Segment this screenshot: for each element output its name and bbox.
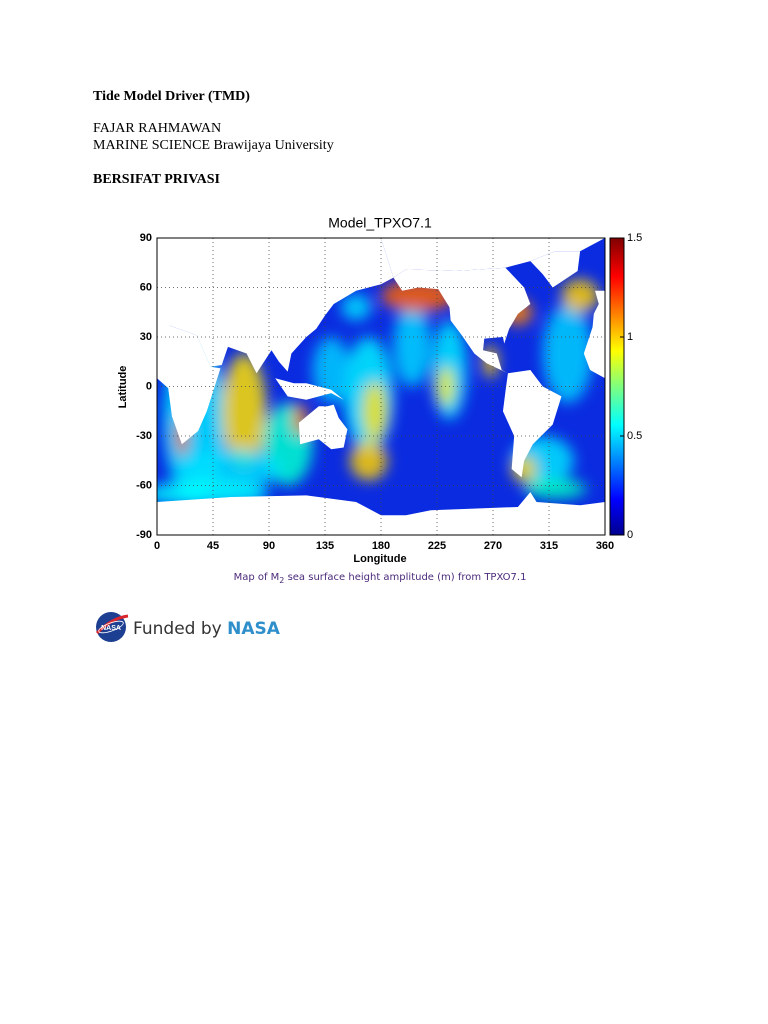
affiliation: MARINE SCIENCE Brawijaya University xyxy=(93,138,334,153)
x-tick-label: 45 xyxy=(207,540,219,552)
caption-subscript: 2 xyxy=(279,576,284,585)
landmass xyxy=(275,378,344,400)
landmass xyxy=(157,238,394,374)
colorbar xyxy=(609,237,625,536)
landmass xyxy=(530,251,581,288)
colorbar-tick-label: 1.5 xyxy=(627,232,642,244)
note: BERSIFAT PRIVASI xyxy=(93,172,220,187)
funded: Funded by xyxy=(133,619,222,639)
y-tick-label: 30 xyxy=(140,331,152,343)
amplitude-blob xyxy=(349,440,388,481)
x-tick-label: 270 xyxy=(484,540,502,552)
map xyxy=(157,238,605,535)
x-axis-label: Longitude xyxy=(353,553,406,565)
nasa-logo: NASA xyxy=(95,612,129,642)
axes-box xyxy=(156,237,606,536)
funded-text: Funded by NASA xyxy=(133,619,281,639)
x-tick-label: 135 xyxy=(316,540,334,552)
doc-title: Tide Model Driver (TMD) xyxy=(93,89,250,104)
y-tick-label: 60 xyxy=(140,281,152,293)
y-tick-label: 90 xyxy=(140,232,152,244)
x-tick-label: 225 xyxy=(428,540,446,552)
landmass xyxy=(393,267,531,374)
agency: NASA xyxy=(227,619,281,639)
amplitude-blob xyxy=(221,353,267,469)
caption-text: Map of M xyxy=(234,572,280,583)
landmass xyxy=(502,370,562,478)
amplitude-blob xyxy=(561,279,599,313)
landmass xyxy=(298,404,348,450)
colorbar-tick-label: 0 xyxy=(627,529,633,541)
x-tick-label: 90 xyxy=(263,540,275,552)
amplitude-blob xyxy=(181,449,282,489)
ticks: 0 45 90 135 180 225 270 315 360 -90 -60 -30 0 30 60 90 0… xyxy=(136,232,642,552)
author: FAJAR RAHMAWAN xyxy=(93,121,222,136)
y-axis-label: Latitude xyxy=(117,366,129,409)
landmass xyxy=(583,290,605,379)
amplitude-blob xyxy=(524,478,587,499)
landmass xyxy=(157,325,221,445)
grid xyxy=(157,238,605,535)
amplitude-blob xyxy=(362,381,388,441)
x-tick-label: 360 xyxy=(596,540,614,552)
y-tick-label: -60 xyxy=(136,479,152,491)
landmass xyxy=(381,238,605,278)
colorbar-tick-label: 1 xyxy=(627,331,633,343)
figure-title: Model_TPXO7.1 xyxy=(328,215,432,231)
colorbar-tick-label: 0.5 xyxy=(627,430,642,442)
amplitude-blob xyxy=(341,294,372,321)
caption: Map of M2 sea surface height amplitude (… xyxy=(234,572,527,585)
y-tick-label: -90 xyxy=(136,529,152,541)
x-tick-label: 180 xyxy=(372,540,390,552)
figure: Model_TPXO7.1 0 45 90 135 180 225 270 315 360 -90… xyxy=(95,215,642,642)
caption-text: sea surface height amplitude (m) from TP… xyxy=(284,572,526,583)
x-tick-label: 315 xyxy=(540,540,558,552)
logo-text: NASA xyxy=(101,625,121,632)
x-tick-label: 0 xyxy=(154,540,160,552)
y-tick-label: 0 xyxy=(146,380,152,392)
y-tick-label: -30 xyxy=(136,430,152,442)
amplitude-blob xyxy=(393,304,431,387)
amplitude-blob xyxy=(542,304,593,403)
